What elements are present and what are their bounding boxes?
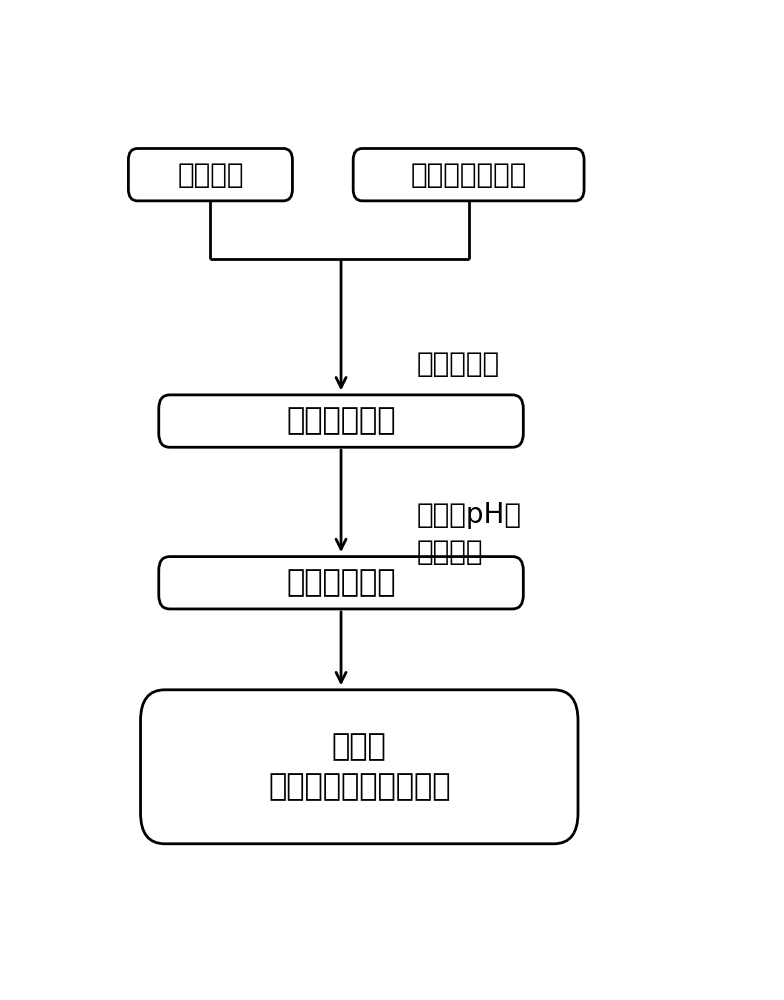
FancyBboxPatch shape [129, 148, 292, 201]
Text: 浸出液
（含锂、钇、镁、锰）: 浸出液 （含锂、钇、镁、锰） [268, 732, 451, 802]
Text: 活化剂、还原剂: 活化剂、还原剂 [411, 161, 527, 189]
Text: 机械化学反应: 机械化学反应 [286, 407, 396, 436]
FancyBboxPatch shape [158, 395, 523, 447]
FancyBboxPatch shape [140, 690, 578, 844]
Text: 温度、pH、
浸出时间: 温度、pH、 浸出时间 [417, 501, 522, 566]
Text: 转速、时间: 转速、时间 [417, 350, 500, 378]
FancyBboxPatch shape [158, 557, 523, 609]
Text: 正极材料: 正极材料 [177, 161, 244, 189]
FancyBboxPatch shape [353, 148, 584, 201]
Text: 去离子水浸出: 去离子水浸出 [286, 568, 396, 597]
